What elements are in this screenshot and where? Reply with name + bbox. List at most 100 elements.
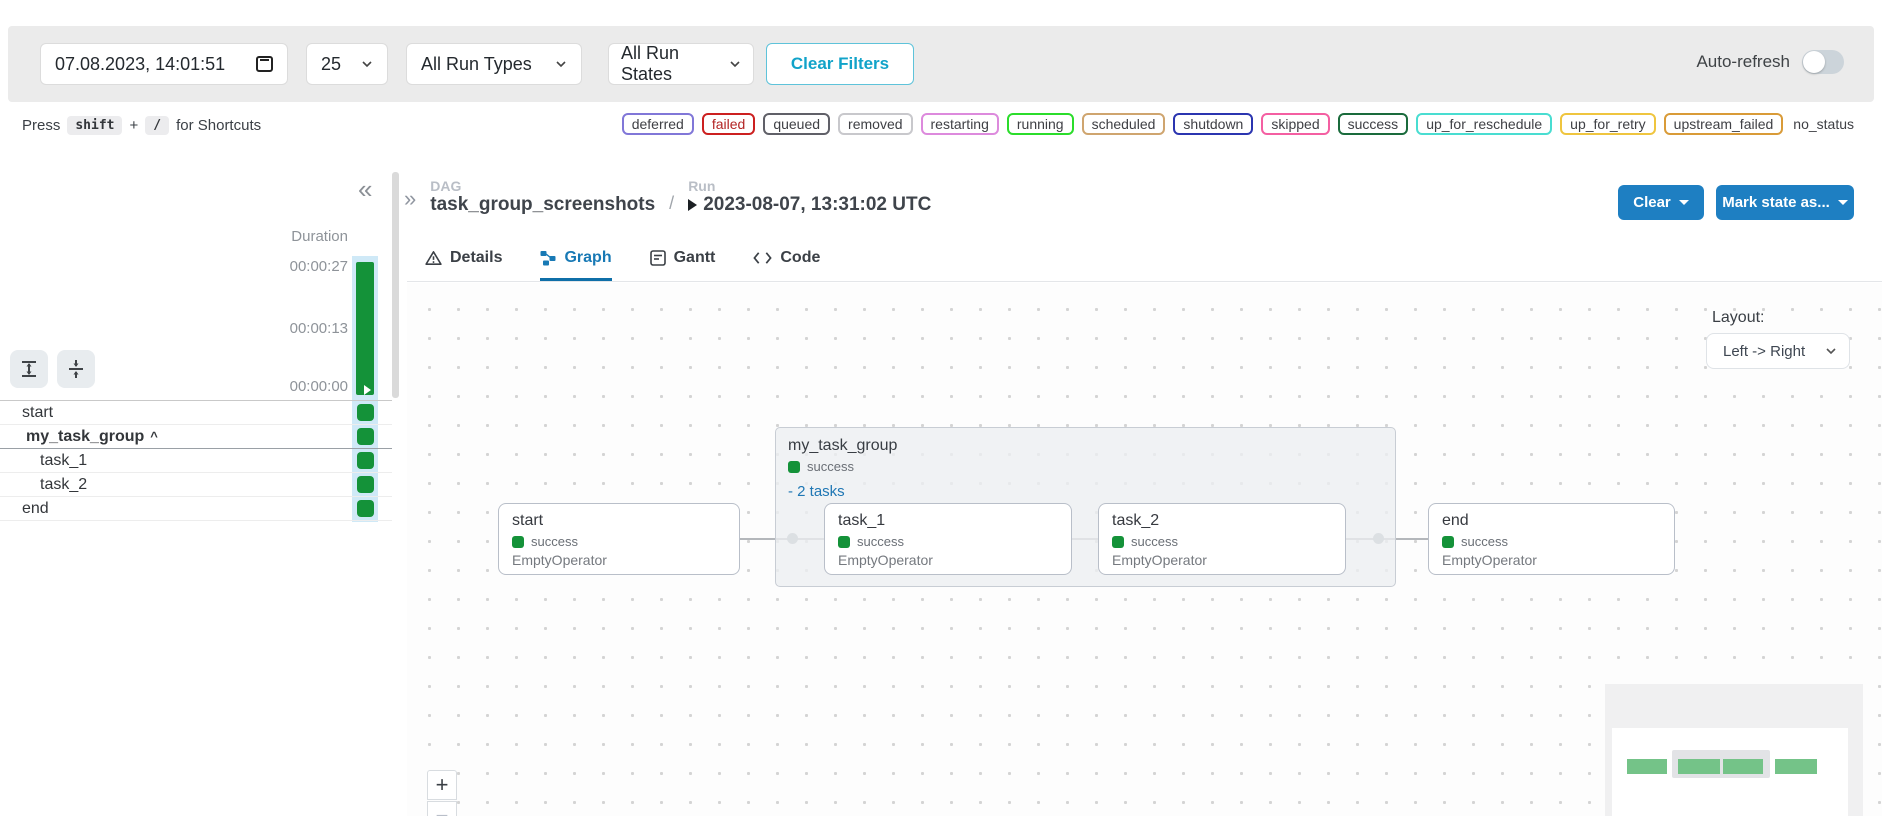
- base-date-input[interactable]: 07.08.2023, 14:01:51: [40, 43, 288, 85]
- task-row-label: task_2: [40, 475, 88, 493]
- run-value[interactable]: 2023-08-07, 13:31:02 UTC: [688, 194, 931, 216]
- task-node-task-1[interactable]: task_1 success EmptyOperator: [824, 503, 1072, 575]
- duration-bar[interactable]: [356, 262, 374, 395]
- task-status-square-success[interactable]: [357, 500, 374, 517]
- page-size-select[interactable]: 25: [306, 43, 388, 85]
- legend-badge-up-for-retry[interactable]: up_for_retry: [1560, 113, 1656, 135]
- legend-badge-running[interactable]: running: [1006, 113, 1074, 135]
- tab-gantt-label: Gantt: [673, 249, 716, 266]
- legend-badge-queued[interactable]: queued: [763, 113, 831, 135]
- task-row-start[interactable]: start: [0, 401, 392, 425]
- clear-filters-button[interactable]: Clear Filters: [766, 43, 914, 85]
- task-node-status: success: [1442, 534, 1661, 549]
- legend-badge-no-status: no_status: [1791, 115, 1856, 133]
- toggle-duration-scale-button[interactable]: [10, 350, 48, 388]
- tab-details-label: Details: [450, 249, 503, 266]
- run-marker-icon: [364, 385, 371, 395]
- success-status-icon: [788, 460, 800, 473]
- legend-badge-up-for-reschedule[interactable]: up_for_reschedule: [1416, 113, 1553, 135]
- run-types-value: All Run Types: [421, 53, 532, 74]
- task-status-square-success[interactable]: [357, 428, 374, 445]
- task-status-square-success[interactable]: [357, 404, 374, 421]
- status-text: success: [531, 534, 578, 549]
- task-node-end[interactable]: end success EmptyOperator: [1428, 503, 1675, 575]
- axis-tick: 00:00:13: [289, 320, 348, 337]
- task-status-square-success[interactable]: [357, 452, 374, 469]
- task-node-task-2[interactable]: task_2 success EmptyOperator: [1098, 503, 1346, 575]
- vertical-resize-icon: [22, 361, 36, 377]
- clear-filters-label: Clear Filters: [790, 54, 890, 73]
- collapse-group-caret[interactable]: ^: [150, 429, 158, 444]
- legend-badge-upstream-failed[interactable]: upstream_failed: [1663, 113, 1784, 135]
- toggle-knob-icon: [1803, 51, 1825, 73]
- collapse-rows-button[interactable]: [57, 350, 95, 388]
- auto-refresh-toggle[interactable]: [1802, 50, 1844, 74]
- tab-code-label: Code: [780, 249, 821, 266]
- gantt-icon: [649, 250, 666, 266]
- clear-run-button[interactable]: Clear: [1618, 185, 1704, 220]
- task-row-label: end: [22, 499, 49, 517]
- tab-graph[interactable]: Graph: [540, 246, 612, 281]
- layout-select[interactable]: Left -> Right: [1706, 333, 1850, 369]
- tab-gantt[interactable]: Gantt: [649, 246, 716, 281]
- legend-badge-restarting[interactable]: restarting: [920, 113, 999, 135]
- base-date-value: 07.08.2023, 14:01:51: [55, 53, 226, 74]
- breadcrumb-separator: /: [669, 193, 675, 213]
- legend-badge-success[interactable]: success: [1337, 113, 1409, 135]
- task-group-title: my_task_group: [788, 437, 898, 454]
- sidebar-scrollbar[interactable]: [392, 172, 399, 398]
- task-row-my-task-group[interactable]: my_task_group ^: [0, 425, 392, 449]
- legend-badge-skipped[interactable]: skipped: [1261, 113, 1330, 135]
- tab-details[interactable]: Details: [425, 246, 502, 281]
- dag-name-link[interactable]: task_group_screenshots: [430, 194, 656, 215]
- tab-code[interactable]: Code: [753, 246, 820, 281]
- task-row-task-2[interactable]: task_2: [0, 473, 392, 497]
- clear-run-label: Clear: [1633, 194, 1671, 211]
- zoom-in-button[interactable]: +: [427, 770, 457, 800]
- run-states-select[interactable]: All Run States: [608, 43, 754, 85]
- double-chevron-right-icon[interactable]: »: [404, 186, 417, 211]
- task-node-start[interactable]: start success EmptyOperator: [498, 503, 740, 575]
- auto-refresh-control: Auto-refresh: [1696, 50, 1844, 74]
- status-text: success: [1461, 534, 1508, 549]
- page-size-value: 25: [321, 53, 342, 74]
- task-row-label: my_task_group: [26, 427, 145, 445]
- run-types-select[interactable]: All Run Types: [406, 43, 582, 85]
- hint-plus: +: [129, 117, 139, 134]
- minimap-node: [1775, 759, 1817, 774]
- chevron-down-icon: [1826, 348, 1836, 355]
- layout-label: Layout:: [1712, 309, 1765, 326]
- graph-canvas[interactable]: Layout: Left -> Right my_task_group succ…: [407, 283, 1882, 816]
- chevron-down-icon: [730, 61, 740, 68]
- chevron-down-icon: [362, 61, 372, 68]
- view-tabs: Details Graph Gantt Code: [407, 246, 1882, 282]
- task-row-end[interactable]: end: [0, 497, 392, 521]
- mark-state-as-button[interactable]: Mark state as...: [1716, 185, 1854, 220]
- task-row-task-1[interactable]: task_1: [0, 449, 392, 473]
- legend-badge-scheduled[interactable]: scheduled: [1081, 113, 1166, 135]
- group-tasks-link[interactable]: - 2 tasks: [788, 483, 845, 500]
- zoom-out-button[interactable]: −: [427, 801, 457, 816]
- status-text: success: [1131, 534, 1178, 549]
- legend-badge-deferred[interactable]: deferred: [621, 113, 694, 135]
- caret-down-icon: [1678, 200, 1689, 205]
- run-timestamp: 2023-08-07, 13:31:02 UTC: [703, 194, 932, 215]
- task-status-square-success[interactable]: [357, 476, 374, 493]
- collapse-sidebar-icon[interactable]: «: [358, 174, 373, 204]
- filters-toolbar: 07.08.2023, 14:01:51 25 All Run Types Al…: [8, 26, 1874, 102]
- mark-state-as-label: Mark state as...: [1722, 194, 1830, 211]
- minimap-node: [1723, 759, 1763, 774]
- task-node-title: task_1: [838, 512, 886, 529]
- legend-badge-failed[interactable]: failed: [701, 113, 756, 135]
- operator-name: EmptyOperator: [1112, 552, 1207, 568]
- task-list: start my_task_group ^ task_1 task_2 end: [0, 400, 392, 521]
- collapse-vertical-icon: [69, 360, 83, 378]
- graph-minimap[interactable]: [1605, 684, 1863, 816]
- code-icon: [753, 252, 773, 264]
- legend-badge-removed[interactable]: removed: [838, 113, 913, 135]
- operator-name: EmptyOperator: [838, 552, 933, 568]
- plus-icon: +: [435, 772, 449, 797]
- tab-graph-label: Graph: [564, 249, 612, 266]
- breadcrumb-run: Run 2023-08-07, 13:31:02 UTC: [688, 178, 931, 216]
- legend-badge-shutdown[interactable]: shutdown: [1173, 113, 1254, 135]
